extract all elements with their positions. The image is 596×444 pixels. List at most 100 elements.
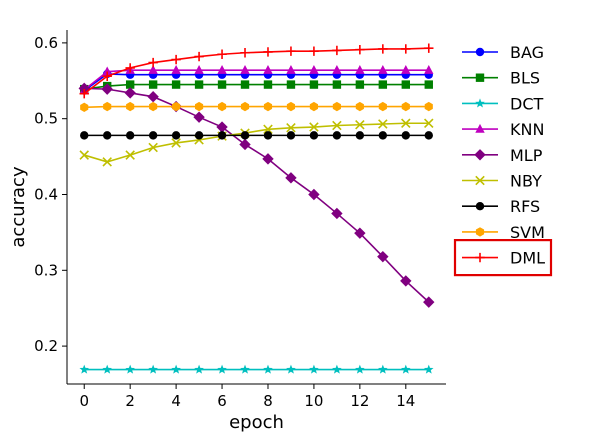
series-rfs-point — [355, 131, 365, 140]
series-svm-point — [126, 101, 135, 112]
series-bls-point — [378, 80, 388, 89]
series-bls-point — [355, 80, 365, 89]
legend-marker — [475, 98, 485, 108]
y-tick-label: 0.3 — [34, 261, 58, 279]
series-svm-line — [84, 105, 429, 109]
series-dml-point — [355, 45, 365, 55]
series-knn-point — [355, 64, 365, 74]
legend-marker — [474, 149, 486, 161]
series-dct-point — [240, 364, 250, 374]
series-dml-point — [378, 44, 388, 54]
series-nby-point — [79, 150, 89, 160]
x-tick-label: 2 — [125, 392, 135, 410]
series-dct-point — [286, 364, 296, 374]
series-rfs-point — [424, 131, 433, 140]
series-rfs — [80, 131, 433, 140]
series-bls-point — [240, 80, 250, 89]
series-bls — [80, 80, 433, 94]
series-knn-point — [240, 64, 250, 74]
series-dml-point — [217, 49, 227, 59]
series-rfs-point — [217, 131, 227, 140]
series-nby-point — [355, 119, 365, 130]
series-knn-point — [194, 64, 204, 74]
series-svm-point — [401, 101, 410, 112]
series-rfs-point — [80, 131, 89, 140]
y-tick-label: 0.5 — [34, 110, 58, 128]
series-svm-point — [286, 101, 296, 112]
series-svm-point — [378, 101, 387, 112]
x-tick-label: 0 — [79, 392, 89, 410]
series-bls-point — [424, 80, 433, 89]
x-tick-label: 14 — [396, 392, 415, 410]
series-dct-point — [217, 364, 227, 374]
legend-label: DML — [510, 249, 545, 268]
legend-entry-bls: BLS — [462, 69, 540, 88]
series-bls-point — [194, 80, 204, 89]
legend-marker — [475, 227, 485, 237]
x-axis-label: epoch — [229, 412, 284, 433]
series-bls-line — [84, 83, 429, 90]
series-knn-point — [263, 64, 273, 74]
series-mlp-point — [147, 91, 159, 103]
series-nby-point — [378, 119, 388, 129]
series-dct-point — [79, 364, 89, 374]
series-nby-point — [263, 124, 273, 135]
series-dml-point — [171, 54, 181, 65]
series-mlp-point — [239, 138, 251, 151]
series-dct-point — [424, 364, 434, 374]
series-dml-point — [102, 71, 112, 81]
series-dct-point — [102, 364, 112, 374]
legend-marker — [475, 73, 485, 82]
series-svm-point — [355, 101, 364, 112]
legend-entry-dct: DCT — [462, 94, 543, 113]
series-mlp-point — [262, 153, 274, 165]
series-bls-point — [148, 80, 158, 89]
series-nby-point — [286, 123, 296, 133]
legend-label: BLS — [510, 69, 540, 88]
series-svm-point — [263, 101, 273, 112]
series-dml-point — [263, 47, 273, 57]
series-svm-point — [217, 101, 227, 112]
legend-entry-bag: BAG — [462, 43, 544, 62]
series-knn-point — [102, 66, 112, 76]
series-bls-point — [125, 80, 135, 89]
series-bls-point — [217, 80, 227, 89]
series-nby-point — [125, 150, 135, 160]
series-mlp-point — [193, 111, 205, 123]
series-rfs-point — [171, 131, 181, 140]
series-rfs-point — [309, 131, 319, 140]
series-nby-point — [171, 138, 181, 148]
legend-entry-rfs: RFS — [462, 197, 540, 216]
series-nby-point — [401, 118, 411, 129]
series-mlp-point — [308, 188, 320, 201]
series-dml-point — [194, 51, 204, 62]
series-dml-point — [240, 48, 250, 58]
series-knn — [79, 64, 434, 94]
series-knn-point — [309, 64, 319, 74]
series-mlp-point — [101, 83, 113, 95]
series-dml-point — [148, 57, 158, 68]
legend-highlight-box — [453, 239, 553, 277]
series-bag-line — [83, 73, 429, 92]
series-mlp-point — [216, 121, 228, 133]
x-tick-label: 8 — [263, 392, 273, 410]
series-knn-point — [148, 64, 158, 74]
legend-entry-knn: KNN — [462, 120, 544, 139]
series-mlp-point — [285, 172, 297, 184]
series-svm — [80, 101, 433, 113]
legend-marker — [475, 252, 485, 263]
series-bls-point — [332, 80, 342, 89]
legend-entry-svm: SVM — [462, 223, 545, 242]
x-tick-label: 12 — [350, 392, 369, 410]
series-bls-point — [263, 80, 273, 89]
series-svm-point — [80, 102, 89, 113]
x-tick-label: 10 — [304, 392, 323, 410]
series-nby-point — [332, 120, 342, 131]
series-knn-line — [83, 69, 429, 91]
series-nby-point — [102, 157, 112, 167]
series-rfs-point — [286, 131, 296, 140]
series-knn-point — [401, 64, 411, 74]
legend-label: MLP — [510, 146, 543, 165]
legend-marker — [475, 175, 485, 186]
